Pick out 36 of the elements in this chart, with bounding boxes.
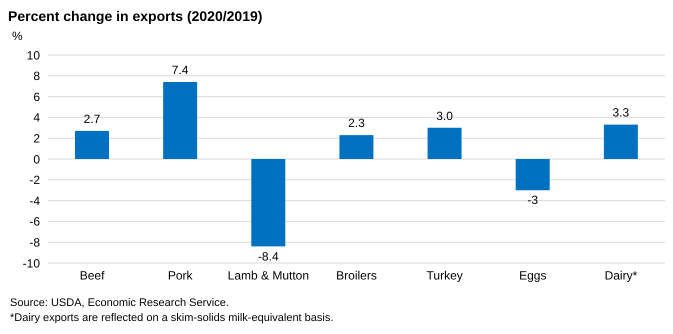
data-label: -8.4 [258,249,279,264]
data-label: 7.4 [172,63,189,78]
data-label: 3.0 [436,108,454,123]
chart-title: Percent change in exports (2020/2019) [8,8,262,24]
x-tick-label: Lamb & Mutton [228,268,310,283]
bar [428,128,462,159]
source-note: Source: USDA, Economic Research Service. [10,296,230,311]
bar [339,135,374,159]
bar [163,82,198,159]
y-tick-label: 8 [33,69,40,84]
y-tick-label: 10 [26,48,40,62]
x-tick-label: Broilers [336,268,377,283]
y-tick-label: -6 [29,214,40,229]
bar [75,130,109,159]
x-tick-label: Dairy* [604,268,638,283]
data-label: 3.3 [612,106,630,120]
y-tick-label: -4 [29,194,40,208]
y-axis-title: % [12,29,23,43]
bar [251,159,286,246]
data-label: 2.3 [348,116,366,130]
y-tick-label: -2 [29,173,40,188]
y-tick-label: -8 [29,235,40,250]
y-tick-label: 0 [33,152,40,166]
x-tick-label: Eggs [519,268,546,283]
bar [604,124,638,159]
x-tick-label: Beef [80,268,106,283]
text: *Dairy exports are reflected on a skim-solids milk-equivalent basis. [10,311,334,326]
y-tick-label: 4 [33,110,40,125]
y-tick-label: 6 [33,90,40,104]
y-tick-label: -10 [22,256,40,270]
data-label: 2.7 [84,112,101,126]
x-tick-label: Pork [168,268,194,283]
data-label: -3 [527,193,538,208]
bar [516,159,550,190]
x-tick-label: Turkey [426,268,463,283]
y-tick-label: 2 [33,131,40,146]
